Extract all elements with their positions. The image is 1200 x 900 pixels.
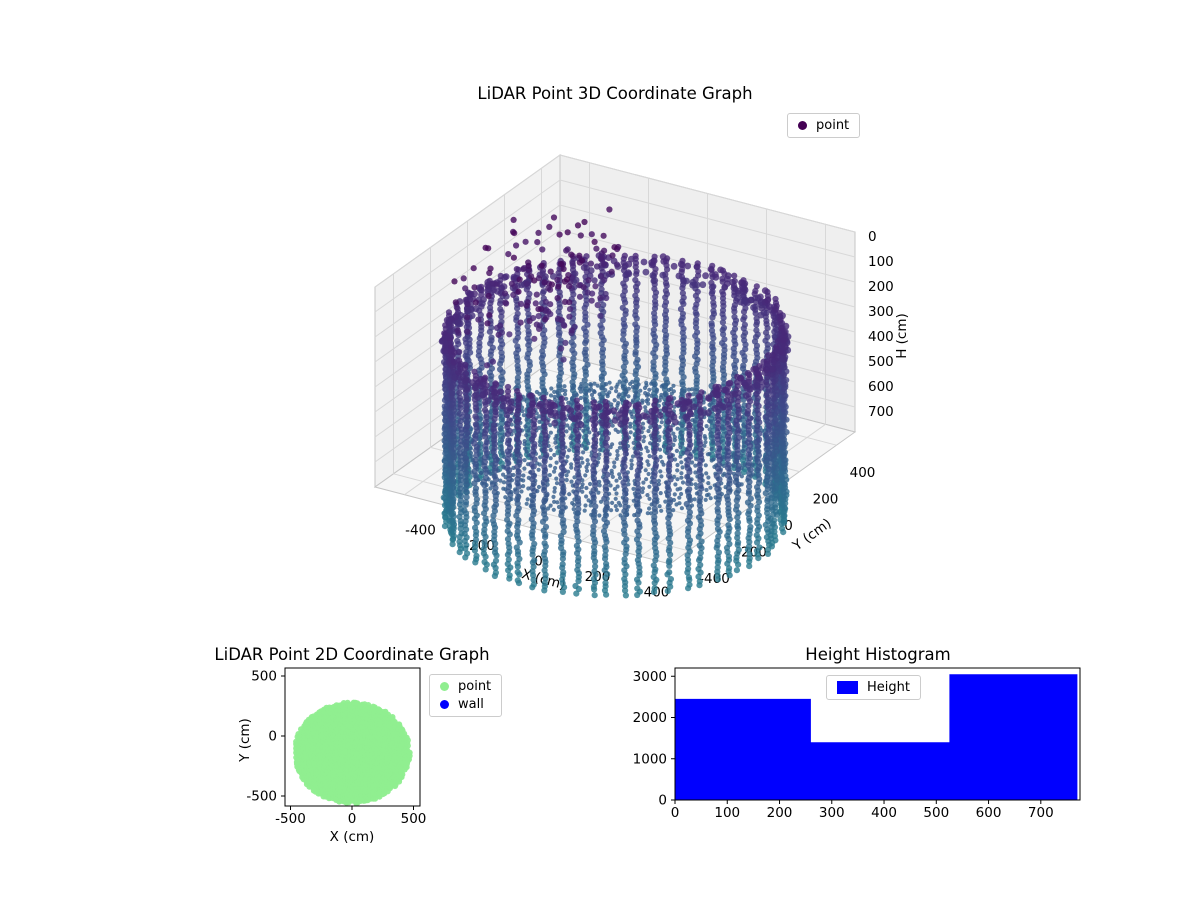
plot2d-xlabel: X (cm) [330,829,375,845]
histogram-xtick: 500 [923,805,949,821]
plot3d-ztick: 700 [868,404,894,420]
plot2d-ytick: -500 [246,789,277,805]
plot3d-ztick: 200 [868,279,894,295]
plot3d-ztick: 100 [868,254,894,270]
plot3d-ytick: -400 [699,571,730,587]
plot2d-xtick: 0 [348,811,357,827]
histogram-bars [675,674,1078,800]
plot2d-xtick: -500 [275,811,306,827]
plot2d-xtick: 500 [401,811,427,827]
plot2d-ylabel: Y (cm) [237,718,253,763]
plot3d-ytick: 200 [813,492,839,508]
legend-height-label: Height [867,680,910,695]
histogram-ytick: 3000 [633,669,667,685]
plot3d-title: LiDAR Point 3D Coordinate Graph [477,84,753,103]
plot2d-points [293,699,413,806]
histogram-frame [674,667,1081,801]
plot3d-ztick: 500 [868,354,894,370]
legend-row-point3d: point [798,119,849,132]
histogram-xtick: 0 [671,805,680,821]
plot3d-ytick: 400 [850,465,876,481]
legend-point-label: point [816,118,850,133]
legend-row-point2d: point [440,680,491,693]
scatter-point-marker-icon [440,682,449,691]
plot3d-ylabel: Y (cm) [789,515,835,554]
legend-point-label: point [458,679,492,694]
plot3d-ztick: 300 [868,304,894,320]
histogram-ytick: 2000 [633,710,667,726]
histogram-legend: Height [826,675,921,700]
plot3d-xtick: -400 [405,523,436,539]
histogram-xtick: 600 [976,805,1002,821]
histogram-ytick: 1000 [633,751,667,767]
legend-row-height: Height [837,681,910,694]
histogram-ytick: 0 [658,793,667,809]
plot2d: -500 0 500 -500 0 500 X (cm) Y (cm) [237,667,427,845]
plot3d-zlabel: H (cm) [894,313,910,359]
plot3d-ztick: 400 [868,329,894,345]
histogram-title: Height Histogram [805,645,951,664]
histogram-swatch-icon [837,681,858,694]
plot3d: X (cm)Y (cm)H (cm)-400-2000200400-400-20… [373,154,910,600]
scatter-wall-marker-icon [440,700,449,709]
plot2d-ytick: 0 [268,729,277,745]
plot2d-title: LiDAR Point 2D Coordinate Graph [214,645,490,664]
plot3d-legend: point [787,113,861,138]
plot3d-xtick: 0 [534,554,543,570]
plot3d-ytick: 0 [784,518,793,534]
legend-row-wall: wall [440,698,491,711]
histogram-xtick: 700 [1028,805,1054,821]
histogram: 0 100 200 300 400 500 600 700 0 1000 2000 3000 [633,667,1081,821]
plot2d-ytick: 500 [251,669,277,685]
scatter-point-marker-icon [798,121,807,130]
plot3d-ztick: 600 [868,379,894,395]
plot3d-points [438,206,792,599]
plot3d-ztick: 0 [868,229,877,245]
plot2d-legend: point wall [429,674,503,717]
histogram-xtick: 300 [819,805,845,821]
histogram-xtick: 200 [767,805,793,821]
histogram-xtick: 400 [871,805,897,821]
legend-wall-label: wall [458,697,484,712]
histogram-xtick: 100 [714,805,740,821]
